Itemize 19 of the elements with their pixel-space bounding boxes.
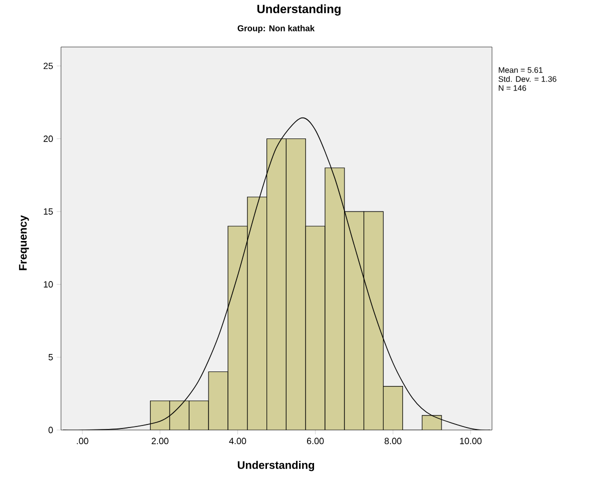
x-tick-label: 2.00 — [152, 438, 168, 444]
y-tick-label: 5 — [48, 354, 53, 360]
text: N = 146 — [498, 85, 526, 91]
text: Mean = 5.61 — [498, 67, 543, 73]
x-tick-label: .00 — [76, 438, 88, 444]
y-tick-label: 15 — [44, 208, 53, 215]
y-axis-title: Frequency — [19, 215, 29, 270]
x-tick-label: 6.00 — [307, 438, 324, 444]
x-tick-label: 8.00 — [384, 438, 402, 444]
y-tick-label: 10 — [44, 281, 53, 288]
x-tick-label: 10.00 — [460, 438, 482, 444]
y-tick-label: 0 — [48, 426, 53, 434]
chart-subtitle: Group: Non kathak — [238, 25, 315, 33]
y-tick-label: 20 — [44, 136, 53, 142]
y-tick-label: 25 — [44, 62, 53, 70]
x-axis-title: Understanding — [238, 460, 314, 472]
x-tick-label: 4.00 — [229, 438, 246, 444]
chart-title: Understanding — [257, 4, 341, 16]
text: Std. Dev. = 1.36 — [498, 76, 556, 82]
